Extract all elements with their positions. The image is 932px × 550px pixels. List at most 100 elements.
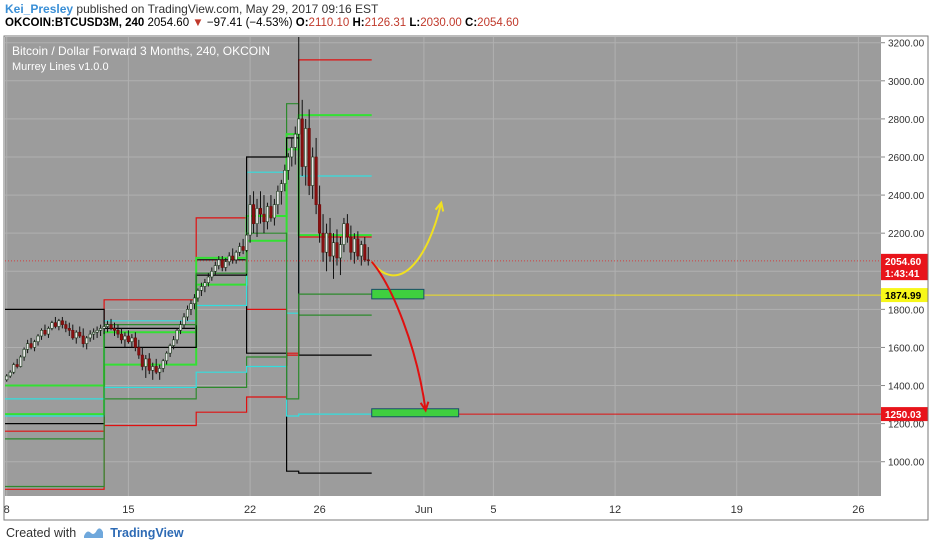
candle-body: [265, 206, 269, 223]
candle-body: [227, 255, 231, 263]
arrow-head-icon: [434, 200, 445, 212]
candle-body: [335, 242, 339, 259]
candle-body: [46, 328, 50, 335]
candle-body: [328, 232, 332, 257]
change-arrow-icon: ▼: [192, 17, 204, 29]
murrey-level-line: [5, 232, 372, 488]
candle-body: [189, 303, 193, 310]
candle-body: [290, 147, 294, 158]
candle-body: [352, 238, 356, 253]
price-chart[interactable]: 3200.00 3000.00 2800.00 2600.00 2400.00 2200.…: [0, 0, 932, 522]
candle-body: [64, 324, 68, 329]
candle-body: [71, 330, 75, 339]
candle-body: [321, 232, 325, 253]
candle-body: [363, 244, 367, 261]
candle-body: [15, 364, 19, 367]
candle-body: [276, 190, 280, 205]
candle-body: [106, 324, 110, 327]
candle-body: [67, 328, 71, 331]
candle-body: [255, 208, 259, 224]
candle-body: [217, 259, 221, 266]
open-label: O:: [295, 17, 309, 29]
last-price: 2054.60: [147, 17, 190, 29]
author-name[interactable]: Kei_Presley: [5, 2, 74, 16]
candle-body: [245, 234, 249, 251]
close-value: 2054.60: [477, 17, 519, 29]
candle-body: [8, 371, 12, 377]
candle-body: [102, 326, 106, 329]
candle-body: [88, 333, 92, 339]
candle-body: [283, 170, 287, 184]
created-with-text: Created with: [6, 526, 77, 540]
candle-body: [29, 343, 33, 348]
candle-body: [154, 366, 158, 373]
price-label-tag: [881, 288, 928, 303]
candle-body: [140, 354, 144, 367]
candle-body: [234, 251, 238, 261]
publish-header: Kei_Presley published on TradingView.com…: [5, 2, 378, 16]
price-label-text: 1874.99: [885, 291, 922, 302]
low-label: L:: [409, 17, 421, 29]
candle-body: [241, 246, 245, 251]
candle-body: [297, 118, 301, 135]
candle-body: [206, 276, 210, 283]
candle-body: [60, 320, 64, 325]
candle-body: [366, 259, 370, 262]
x-tick-label: 5: [490, 504, 496, 516]
y-tick-label: 2200.00: [888, 229, 925, 240]
y-tick-label: 1600.00: [888, 343, 925, 354]
indicator-label: Murrey Lines v1.0.0: [12, 61, 109, 73]
chart-frame: [3, 35, 929, 521]
candle-body: [203, 282, 207, 287]
candle-body: [123, 335, 127, 341]
candle-body: [338, 244, 342, 259]
x-tick-label: 8: [4, 504, 10, 516]
candle-body: [196, 290, 200, 299]
candle-body: [231, 255, 235, 261]
candle-body: [293, 133, 297, 148]
y-tick-label: 2600.00: [888, 153, 925, 164]
candle-body: [172, 339, 176, 346]
symbol-label: OKCOIN:BTCUSD3M, 240: [5, 17, 145, 29]
price-label-tag: [881, 266, 928, 281]
y-tick-label: 1200.00: [888, 420, 925, 431]
y-tick-label: 2800.00: [888, 115, 925, 126]
time-axis[interactable]: [5, 496, 881, 519]
y-tick-label: 1400.00: [888, 382, 925, 393]
candle-body: [286, 156, 290, 171]
candle-body: [192, 297, 196, 304]
candle-body: [356, 238, 360, 257]
candle-body: [213, 265, 217, 272]
candle-body: [168, 345, 172, 354]
candle-body: [175, 330, 179, 341]
candle-body: [165, 352, 169, 362]
candle-body: [272, 204, 276, 219]
y-tick-label: 1800.00: [888, 305, 925, 316]
y-tick-label: 3000.00: [888, 77, 925, 88]
price-label-text: 1:43:41: [885, 269, 920, 280]
low-value: 2030.00: [420, 17, 462, 29]
candle-body: [359, 244, 363, 257]
candle-body: [269, 206, 273, 219]
close-label: C:: [465, 17, 478, 29]
candle-body: [109, 324, 113, 329]
candle-body: [325, 232, 329, 253]
y-tick-label: 1000.00: [888, 458, 925, 469]
candle-body: [345, 223, 349, 238]
candle-body: [179, 324, 183, 331]
candle-body: [318, 204, 322, 234]
tradingview-brand-link[interactable]: TradingView: [110, 526, 184, 540]
arrow-head-icon: [419, 401, 430, 413]
x-tick-label: 12: [609, 504, 621, 516]
candle-body: [199, 286, 203, 291]
candle-body: [311, 156, 315, 186]
price-change: −97.41 (−4.53%): [206, 17, 293, 29]
projection-arrow: [370, 261, 427, 411]
published-text: published on TradingView.com, May 29, 20…: [76, 2, 379, 16]
chart-title: Bitcoin / Dollar Forward 3 Months, 240, …: [12, 44, 270, 58]
candle-body: [252, 204, 256, 224]
candle-body: [133, 337, 137, 348]
candle-body: [92, 331, 96, 335]
price-label-text: 1250.03: [885, 410, 922, 421]
candle-body: [158, 368, 162, 373]
